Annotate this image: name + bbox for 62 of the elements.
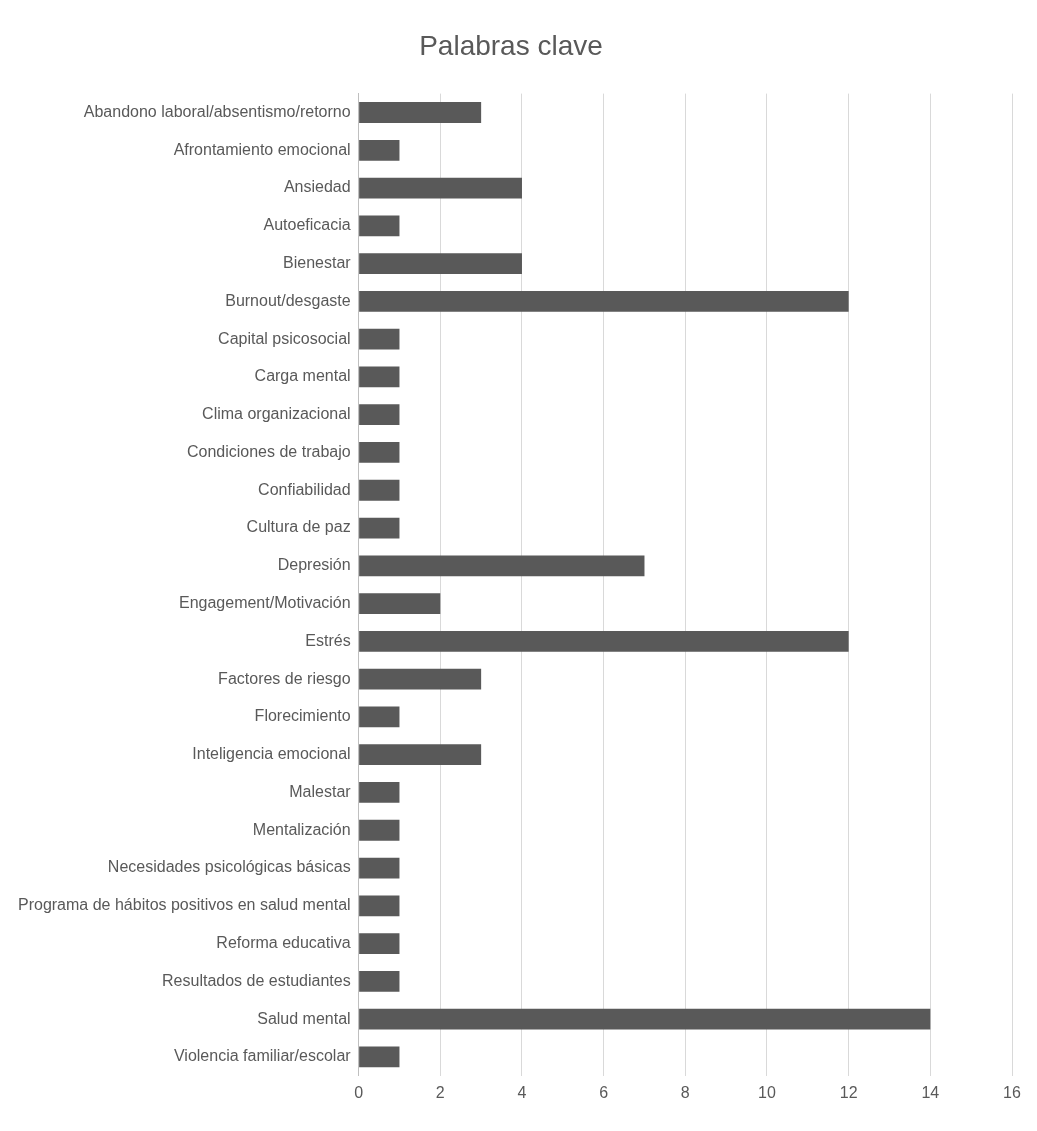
- bar: [359, 744, 482, 766]
- y-tick-label: Ansiedad: [283, 178, 351, 196]
- bar: [359, 857, 400, 879]
- y-tick-label: Bienestar: [283, 254, 352, 271]
- x-tick-label: 12: [839, 1083, 858, 1101]
- bar: [359, 630, 849, 652]
- bar: [359, 328, 400, 350]
- bar: [359, 819, 400, 841]
- bar: [359, 1008, 931, 1030]
- x-tick-label: 14: [921, 1083, 940, 1101]
- bar: [359, 895, 400, 917]
- x-tick-label: 16: [1003, 1083, 1021, 1101]
- bar: [359, 933, 400, 954]
- chart-title: Palabras clave: [419, 29, 603, 61]
- y-tick-label: Carga mental: [254, 367, 351, 385]
- bar: [359, 253, 522, 274]
- bar: [359, 479, 400, 501]
- y-tick-label: Factores de riesgo: [218, 669, 351, 687]
- bar: [359, 215, 400, 237]
- x-tick-label: 10: [758, 1083, 776, 1101]
- bar: [359, 593, 441, 614]
- y-tick-label: Salud mental: [257, 1009, 351, 1027]
- y-tick-label: Reforma educativa: [216, 933, 351, 951]
- y-tick-label: Burnout/desgaste: [225, 291, 351, 309]
- y-tick-label: Necesidades psicológicas básicas: [107, 858, 351, 876]
- bar: [359, 517, 400, 539]
- y-tick-label: Florecimiento: [254, 707, 351, 725]
- y-tick-label: Capital psicosocial: [218, 329, 351, 347]
- y-tick-label: Afrontamiento emocional: [173, 140, 351, 158]
- x-tick-label: 8: [680, 1083, 690, 1101]
- bar: [359, 366, 400, 388]
- x-tick-label: 4: [517, 1083, 527, 1101]
- y-tick-label: Programa de hábitos positivos en salud mental: [17, 896, 351, 914]
- bar: [359, 177, 522, 199]
- x-tick-label: 6: [599, 1083, 609, 1101]
- y-tick-label: Malestar: [289, 782, 352, 800]
- y-tick-label: Inteligencia emocional: [192, 745, 351, 763]
- x-tick-label: 0: [354, 1083, 364, 1101]
- y-tick-label: Mentalización: [252, 820, 351, 838]
- x-tick-label: 2: [435, 1083, 445, 1101]
- y-tick-label: Depresión: [277, 556, 351, 574]
- bar: [359, 290, 849, 312]
- bar: [359, 706, 400, 728]
- y-tick-label: Engagement/Motivación: [178, 593, 351, 611]
- y-tick-label: Condiciones de trabajo: [186, 442, 351, 460]
- y-tick-label: Autoeficacia: [263, 216, 351, 234]
- y-tick-label: Estrés: [305, 631, 351, 649]
- y-tick-label: Abandono laboral/absentismo/retorno: [83, 102, 351, 120]
- bar: [359, 668, 482, 690]
- bar: [359, 1046, 400, 1068]
- bar: [359, 782, 400, 803]
- bar: [359, 555, 645, 577]
- y-tick-label: Cultura de paz: [246, 518, 351, 536]
- bar: [359, 102, 482, 123]
- y-tick-label: Violencia familiar/escolar: [173, 1047, 352, 1065]
- bar: [359, 404, 400, 426]
- bar: [359, 970, 400, 992]
- y-tick-label: Confiabilidad: [258, 480, 351, 498]
- bar: [359, 139, 400, 161]
- y-tick-label: Clima organizacional: [202, 405, 351, 423]
- y-tick-label: Resultados de estudiantes: [162, 971, 351, 989]
- bar: [359, 442, 400, 463]
